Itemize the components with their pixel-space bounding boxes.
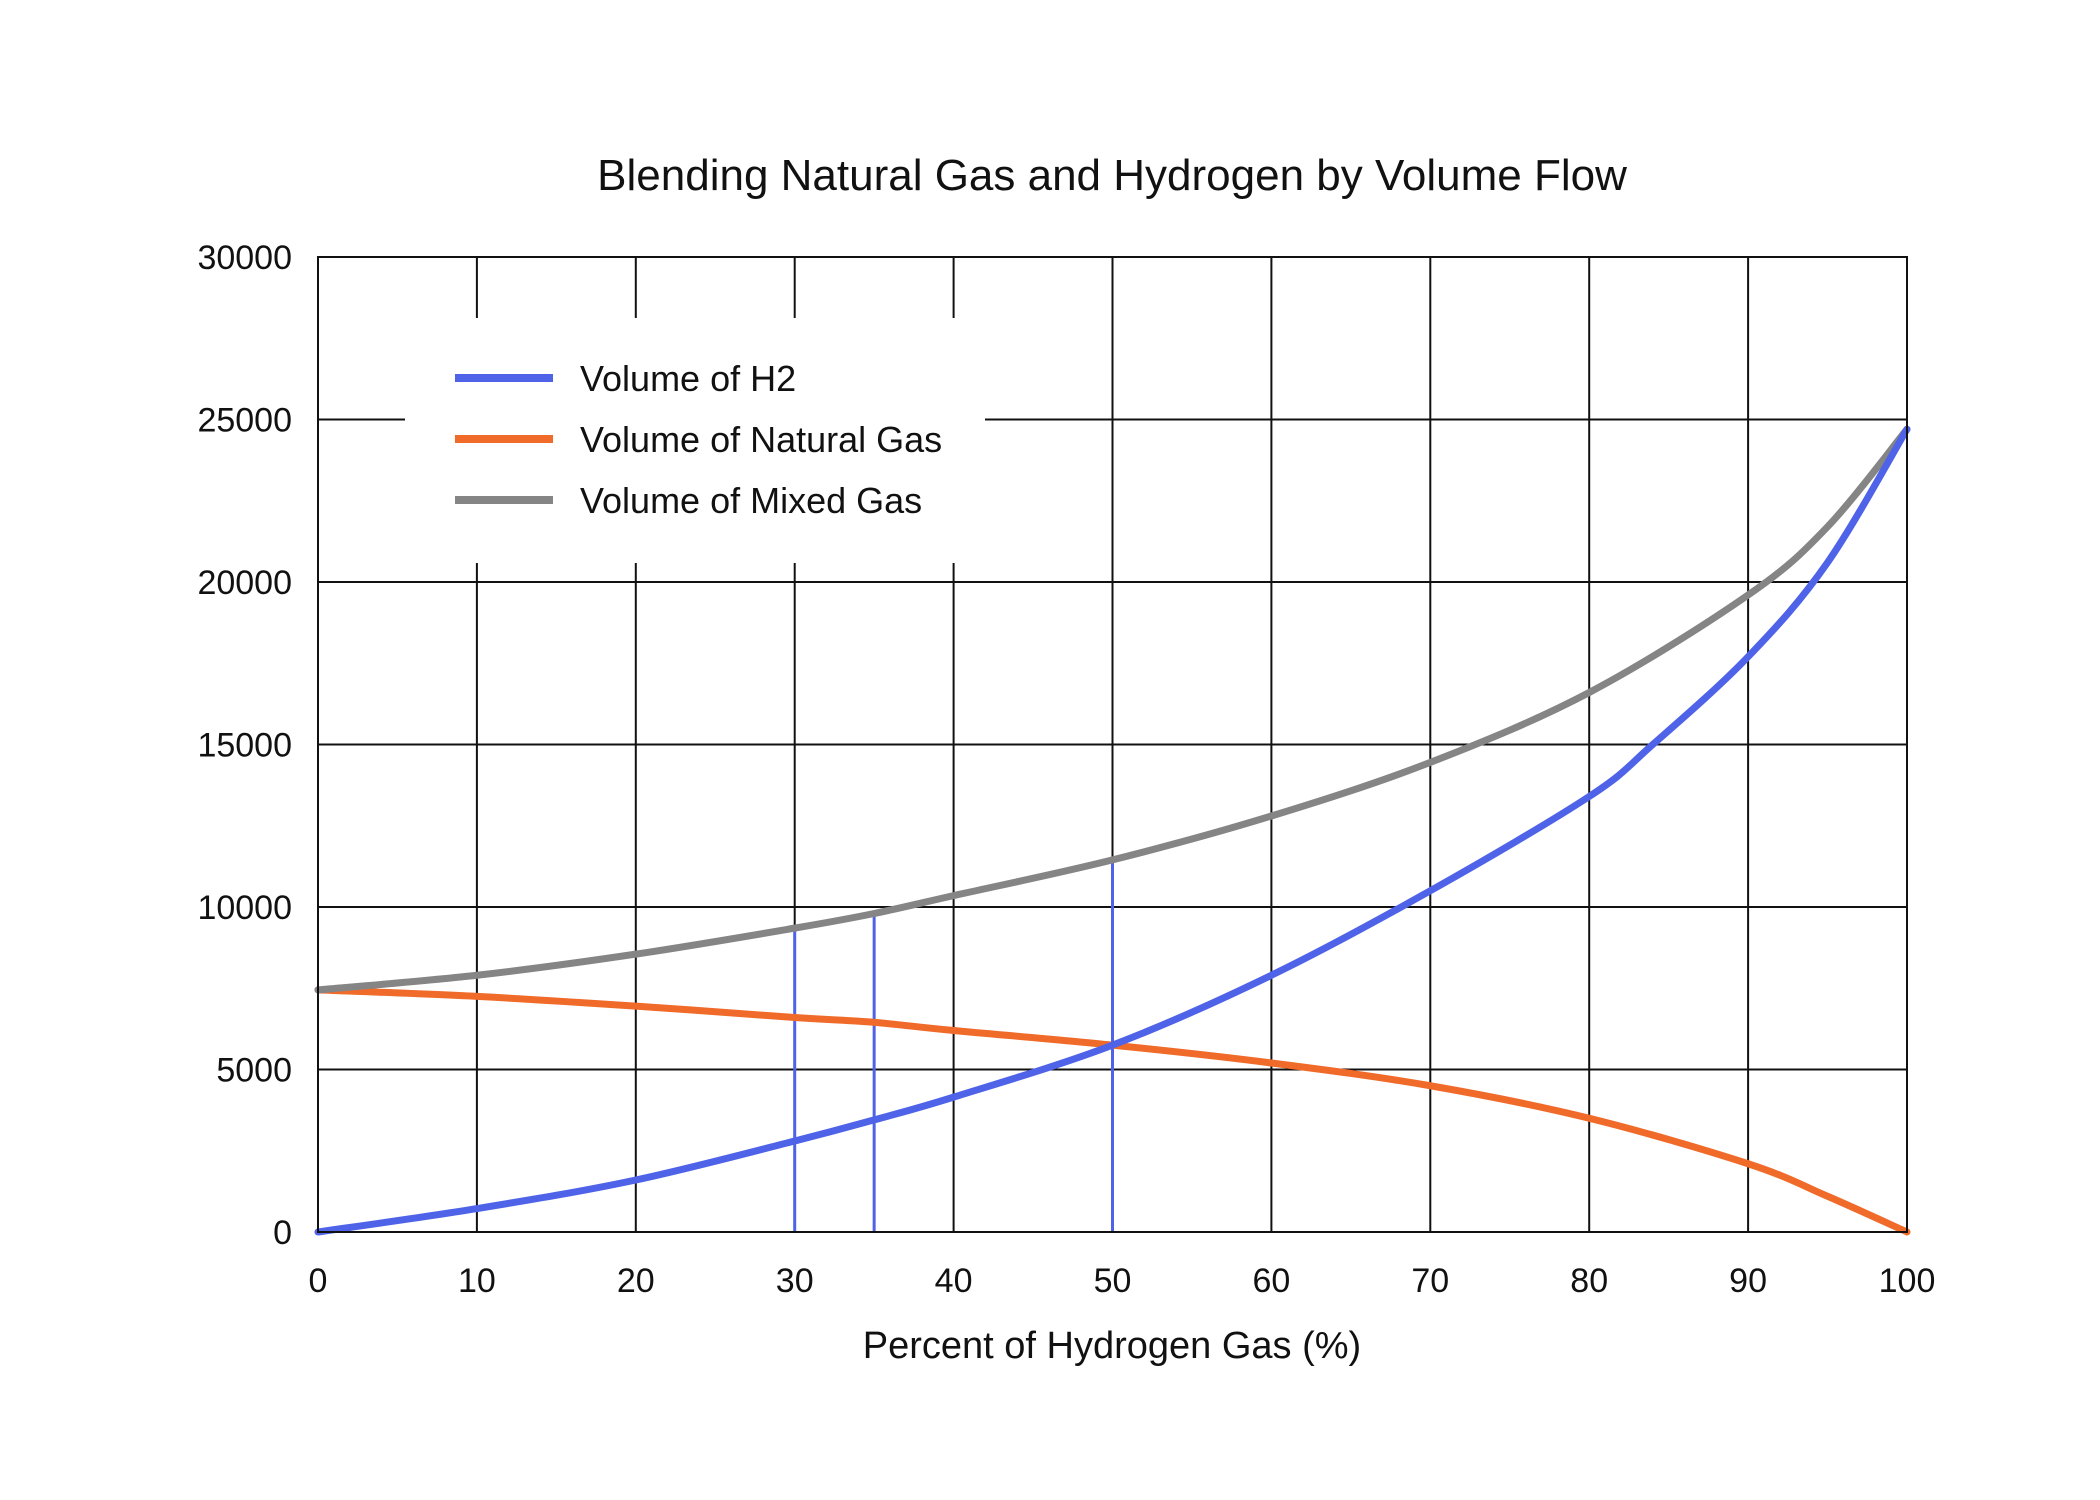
x-tick-label: 60: [1252, 1262, 1290, 1300]
x-tick-label: 70: [1411, 1262, 1449, 1300]
y-tick-label: 0: [273, 1214, 292, 1252]
x-tick-label: 30: [776, 1262, 814, 1300]
plot-frame: [317, 256, 1908, 1233]
y-tick-label: 5000: [216, 1052, 292, 1090]
x-axis-label: Percent of Hydrogen Gas (%): [863, 1325, 1361, 1367]
legend-label: Volume of Natural Gas: [580, 419, 942, 460]
y-tick-label: 10000: [197, 889, 292, 927]
legend-label: Volume of H2: [580, 358, 796, 399]
y-tick-label: 30000: [197, 239, 292, 277]
x-tick-labels: 0 10 20 30 40 50 60 70 80 90 100: [309, 1262, 1936, 1300]
y-tick-labels: 0 5000 10000 15000 20000 25000 30000: [197, 239, 292, 1252]
series-line: [314, 425, 1911, 1236]
legend-label: Volume of Mixed Gas: [580, 480, 922, 521]
x-tick-label: 0: [309, 1262, 328, 1300]
x-tick-label: 80: [1570, 1262, 1608, 1300]
chart-title: Blending Natural Gas and Hydrogen by Vol…: [597, 151, 1627, 200]
x-tick-label: 20: [617, 1262, 655, 1300]
legend: Volume of H2 Volume of Natural Gas Volume …: [405, 318, 985, 563]
y-tick-label: 25000: [197, 402, 292, 440]
series-line: [314, 425, 1911, 994]
x-tick-label: 50: [1094, 1262, 1132, 1300]
x-tick-label: 10: [458, 1262, 496, 1300]
y-tick-label: 15000: [197, 727, 292, 765]
series-lines: [314, 425, 1911, 1236]
x-tick-label: 100: [1879, 1262, 1936, 1300]
x-tick-label: 90: [1729, 1262, 1767, 1300]
y-tick-label: 20000: [197, 564, 292, 602]
x-tick-label: 40: [935, 1262, 973, 1300]
